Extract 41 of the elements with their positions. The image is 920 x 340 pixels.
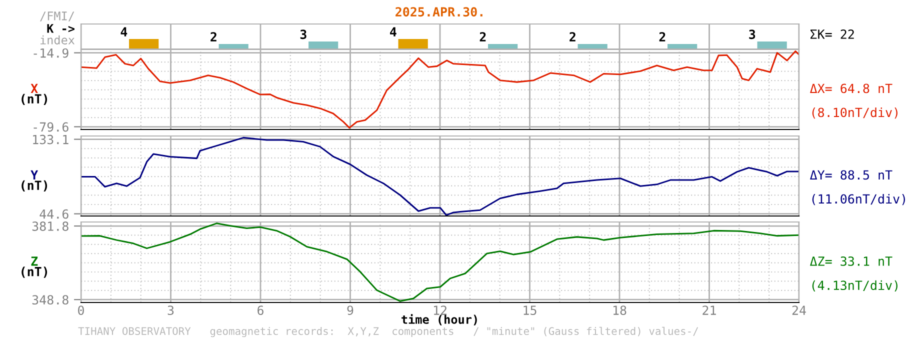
data-label: 2 — [570, 32, 576, 42]
x-tick-label: 3 — [168, 306, 174, 316]
y-tick-label: -79.6 — [34, 122, 68, 132]
text: ΔX= 64.8 nT — [810, 84, 892, 94]
y-tick-label: 44.6 — [40, 209, 68, 219]
y-tick-label: 381.8 — [32, 222, 68, 231]
text: K -> — [47, 24, 74, 33]
data-label: 3 — [300, 30, 306, 40]
y-axis-title: Y (nT) — [22, 170, 48, 192]
text: ΔZ= 33.1 nT — [810, 256, 892, 266]
x-tick-label: 6 — [258, 306, 264, 316]
data-label: 4 — [120, 27, 128, 36]
x-tick-label: 24 — [792, 306, 806, 315]
line-series — [81, 222, 799, 302]
x-tick-label: 9 — [347, 306, 354, 316]
x-axis-title: time (hour) — [402, 314, 477, 326]
data-label: 3 — [749, 30, 756, 40]
data-label: 2 — [480, 32, 486, 42]
data-label: 2 — [659, 32, 666, 42]
text: (11.06nT/div) — [812, 194, 906, 206]
x-tick-label: 18 — [613, 306, 626, 316]
data-label: 4 — [390, 27, 396, 36]
y-axis-title: X (nT) — [22, 84, 48, 105]
chart-title: 2025.APR.30. — [396, 7, 482, 17]
text: (8.10nT/div) — [812, 107, 898, 119]
x-tick-label: 0 — [78, 306, 84, 316]
y-tick-label: -14.9 — [34, 48, 68, 58]
line-series — [81, 136, 799, 216]
x-tick-label: 21 — [702, 306, 716, 315]
x-tick-label: 15 — [524, 306, 536, 316]
text: index — [40, 35, 75, 44]
x-tick-label: 12 — [434, 306, 446, 315]
y-axis-title: Z (nT) — [22, 256, 48, 278]
text: ΔY= 88.5 nT — [810, 170, 892, 180]
data-label: 2 — [210, 32, 216, 42]
text: (4.13nT/div) — [812, 280, 898, 292]
text: /FMI/ — [40, 12, 74, 22]
y-tick-label: 348.8 — [32, 295, 68, 305]
y-tick-label: 133.1 — [33, 134, 68, 144]
text: ΣK= 22 — [810, 29, 854, 39]
text: TIHANY OBSERVATORY geomagnetic records: X,Y,Z components / "minute" (Gauss filtered) values-/ — [78, 326, 698, 338]
